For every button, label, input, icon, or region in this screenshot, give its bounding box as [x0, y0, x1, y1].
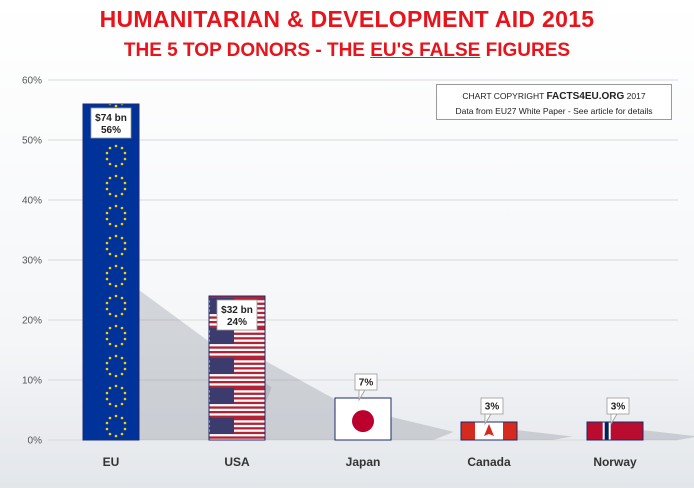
canada-band-left — [461, 422, 475, 440]
copyright-prefix: CHART COPYRIGHT — [462, 91, 545, 101]
y-tick-label: 50% — [22, 136, 42, 147]
bar-outline-norway — [586, 421, 644, 441]
data-label-value-usa: 24% — [227, 317, 247, 328]
bar-shadow-norway — [643, 430, 694, 440]
data-label-value-canada: 3% — [485, 402, 500, 413]
bar-shadow-canada — [517, 430, 573, 440]
bar-outline-eu — [82, 103, 140, 441]
data-label-box-eu — [90, 107, 132, 139]
bar-norway — [586, 421, 644, 441]
bar-shadow-japan — [391, 416, 454, 440]
data-label-box-japan — [354, 373, 378, 391]
bar-japan — [334, 397, 392, 441]
copyright-source: Data from EU27 White Paper - See article… — [455, 106, 653, 116]
chart-title: HUMANITARIAN & DEVELOPMENT AID 2015 — [99, 6, 595, 32]
x-category-label-eu: EU — [103, 455, 120, 469]
y-tick-label: 30% — [22, 256, 42, 267]
bar-outline-japan — [334, 397, 392, 441]
data-label-amount-eu: $74 bn — [95, 113, 127, 124]
copyright-box: CHART COPYRIGHT FACTS4EU.ORG 2017 Data f… — [436, 84, 672, 120]
data-label-value-eu: 56% — [101, 125, 121, 136]
subtitle-suffix: FIGURES — [480, 40, 571, 61]
chart-subtitle: THE 5 TOP DONORS - THE EU'S FALSE FIGURE… — [0, 40, 694, 62]
y-tick-label: 40% — [22, 196, 42, 207]
subtitle-prefix: THE 5 TOP DONORS - THE — [123, 40, 371, 61]
norway-cross-blue — [604, 422, 609, 440]
japan-sun-icon — [352, 410, 374, 433]
bar-fill-norway — [587, 422, 643, 440]
y-tick-label: 20% — [22, 316, 42, 327]
data-label-box-usa — [216, 299, 258, 331]
bar-outline-canada — [460, 421, 518, 441]
y-tick-label: 10% — [22, 376, 42, 387]
x-category-label-norway: Norway — [593, 455, 637, 469]
x-category-label-japan: Japan — [346, 455, 381, 469]
bar-outline-usa — [208, 295, 266, 441]
data-label-box-norway — [606, 397, 630, 415]
y-axis-ticks: 0% 10% 20% 30% 40% 50% 60% — [22, 76, 42, 447]
y-tick-label: 60% — [22, 76, 42, 87]
x-category-label-canada: Canada — [467, 455, 511, 469]
data-label-value-norway: 3% — [611, 402, 626, 413]
data-label-value-japan: 7% — [359, 378, 374, 389]
copyright-brand: FACTS4EU.ORG — [546, 91, 625, 102]
subtitle-emphasis: EU'S FALSE — [370, 40, 481, 61]
x-axis-categories: EU USA Japan Canada Norway — [103, 455, 637, 469]
data-label-box-canada — [480, 397, 504, 415]
canada-band-right — [503, 422, 517, 440]
bar-fill-eu — [83, 104, 139, 440]
y-tick-label: 0% — [28, 436, 43, 447]
maple-leaf-icon — [484, 424, 494, 436]
copyright-year: 2017 — [626, 91, 646, 101]
bar-canada — [460, 421, 518, 441]
x-category-label-usa: USA — [224, 455, 250, 469]
data-label-amount-usa: $32 bn — [221, 305, 253, 316]
bar-eu — [82, 103, 140, 441]
